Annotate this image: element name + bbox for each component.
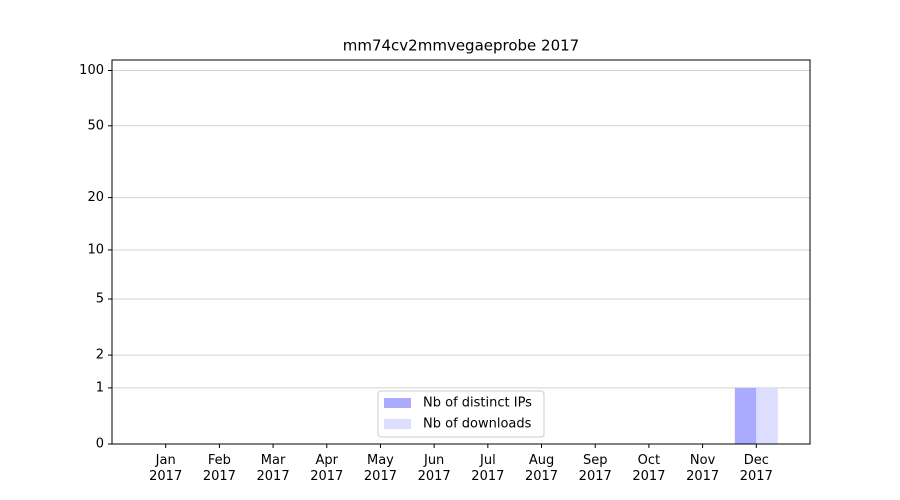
- x-tick-label: Mar 2017: [256, 453, 290, 484]
- y-tick-label: 50: [87, 118, 104, 133]
- y-tick-label: 1: [96, 380, 104, 395]
- legend-label: Nb of downloads: [423, 417, 532, 432]
- x-tick-label: Nov 2017: [686, 453, 720, 484]
- legend-swatch: [384, 398, 411, 408]
- y-tick-label: 10: [87, 242, 104, 257]
- x-tick-label: Sep 2017: [578, 453, 612, 484]
- legend-box: [377, 390, 545, 438]
- y-tick-label: 0: [96, 437, 104, 452]
- x-tick-label: Jan 2017: [149, 453, 183, 484]
- legend-swatch: [384, 419, 411, 429]
- y-tick-label: 100: [79, 63, 104, 78]
- bar: [756, 387, 778, 444]
- x-tick-label: May 2017: [363, 453, 397, 484]
- x-tick-label: Jun 2017: [417, 453, 451, 484]
- x-tick-label: Feb 2017: [202, 453, 236, 484]
- bar: [734, 387, 757, 444]
- x-tick-label: Dec 2017: [739, 453, 773, 484]
- legend-label: Nb of distinct IPs: [423, 396, 532, 411]
- chart-title: mm74cv2mmvegaeprobe 2017: [343, 37, 579, 55]
- x-tick-label: Apr 2017: [310, 453, 344, 484]
- x-tick-label: Oct 2017: [632, 453, 666, 484]
- y-tick-label: 2: [96, 348, 104, 363]
- plot-frame: [111, 59, 811, 445]
- x-tick-label: Jul 2017: [471, 453, 505, 484]
- y-tick-label: 5: [96, 291, 104, 306]
- legend: Nb of distinct IPs Nb of downloads: [377, 390, 545, 438]
- y-tick-label: 20: [87, 190, 104, 205]
- x-tick-label: Aug 2017: [524, 453, 559, 484]
